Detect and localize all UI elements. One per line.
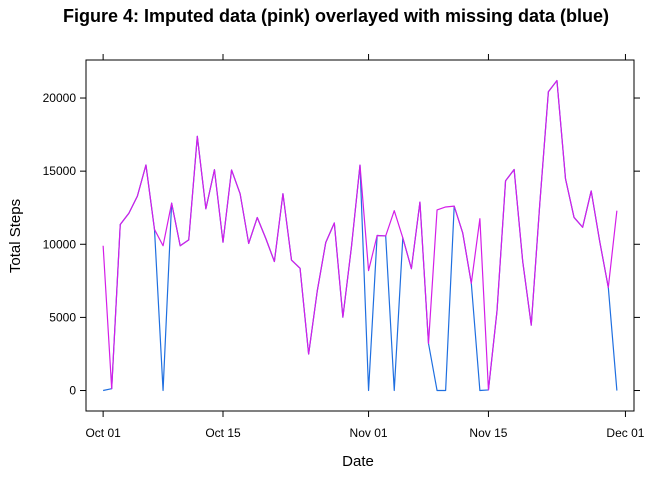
y-tick-label: 0 bbox=[69, 384, 76, 398]
x-axis-label: Date bbox=[342, 453, 374, 470]
missing-data-line bbox=[103, 79, 618, 392]
imputed-data-line bbox=[102, 79, 618, 391]
x-tick-label: Dec 01 bbox=[606, 426, 644, 440]
x-tick-label: Oct 15 bbox=[205, 426, 241, 440]
chart-title: Figure 4: Imputed data (pink) overlayed … bbox=[62, 6, 610, 26]
x-tick-label: Oct 01 bbox=[85, 426, 121, 440]
y-tick-label: 10000 bbox=[43, 237, 77, 251]
y-tick-label: 5000 bbox=[49, 310, 76, 324]
lines-layer bbox=[102, 79, 618, 392]
plot-frame bbox=[85, 59, 635, 412]
x-tick-label: Nov 15 bbox=[469, 426, 507, 440]
axes-layer: Oct 01 Oct 15 Nov 01 Nov 15 Dec 01 0 5000 10000… bbox=[43, 54, 645, 440]
y-axis-label: Total Steps bbox=[7, 199, 24, 273]
y-tick-label: 20000 bbox=[43, 91, 77, 105]
y-tick-label: 15000 bbox=[43, 164, 77, 178]
x-tick-label: Nov 01 bbox=[350, 426, 388, 440]
